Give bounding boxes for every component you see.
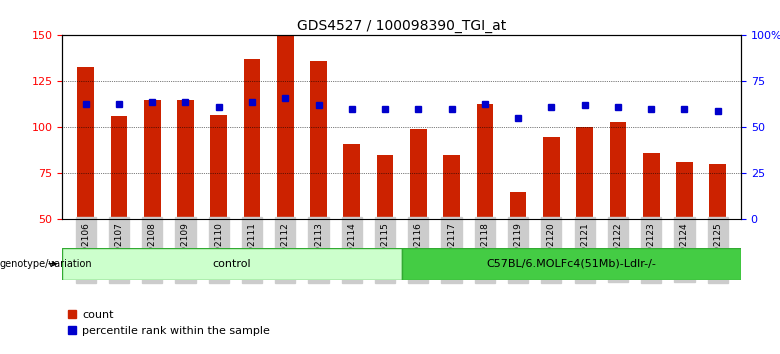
Bar [377,155,393,219]
Bar [144,100,161,219]
Legend: count, percentile rank within the sample: count, percentile rank within the sample [68,310,271,336]
Bar [543,137,560,219]
Bar [77,67,94,219]
Bar [709,164,726,219]
Bar [111,116,127,219]
Bar [410,129,427,219]
Bar [576,127,593,219]
Bar [443,155,460,219]
Bar [211,115,227,219]
Bar [343,144,360,219]
Bar [277,35,293,219]
Bar [177,100,193,219]
Bar [510,192,526,219]
Bar [676,162,693,219]
Title: GDS4527 / 100098390_TGI_at: GDS4527 / 100098390_TGI_at [297,19,506,33]
Bar [610,122,626,219]
Bar [477,103,493,219]
Bar [62,248,402,280]
Bar [402,248,741,280]
Text: genotype/variation: genotype/variation [0,259,93,269]
Bar [643,153,660,219]
Text: control: control [213,259,251,269]
Bar [243,59,261,219]
Bar [310,61,327,219]
Text: C57BL/6.MOLFc4(51Mb)-Ldlr-/-: C57BL/6.MOLFc4(51Mb)-Ldlr-/- [487,259,656,269]
